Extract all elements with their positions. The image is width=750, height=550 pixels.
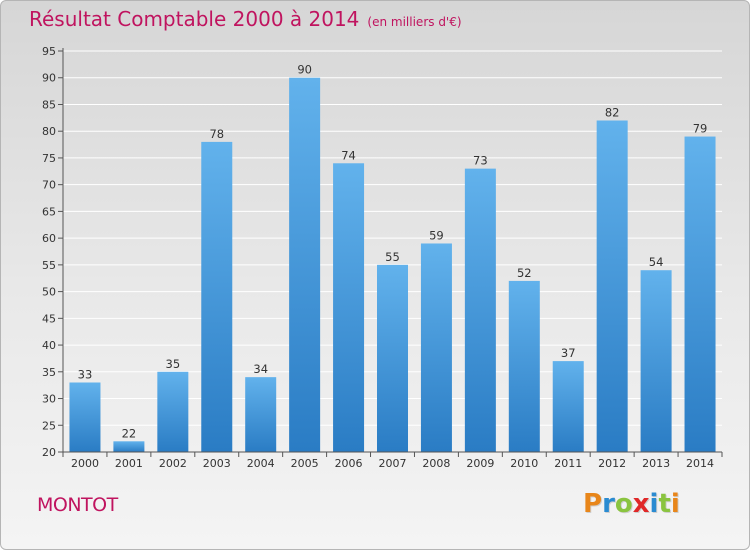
bar-value-label: 74 — [341, 148, 356, 162]
y-tick-label: 30 — [42, 393, 56, 406]
bar-value-label: 73 — [473, 154, 488, 168]
bar — [113, 441, 145, 452]
bar — [69, 382, 101, 452]
logo-letter: o — [614, 489, 633, 519]
x-tick-label: 2002 — [159, 457, 187, 470]
x-tick-label: 2003 — [203, 457, 231, 470]
y-tick-label: 25 — [42, 419, 56, 432]
logo-letter: r — [602, 489, 615, 519]
bar — [245, 377, 277, 452]
y-tick-label: 45 — [42, 312, 56, 325]
bar — [420, 243, 452, 452]
x-tick-label: 2006 — [335, 457, 363, 470]
title-text: Résultat Comptable 2000 à 2014 — [29, 7, 360, 31]
y-tick-label: 20 — [42, 446, 56, 459]
bars: 33 22 35 78 34 90 74 55 59 73 52 37 82 54 79 — [69, 63, 716, 453]
proxiti-logo: Proxiti — [583, 489, 680, 519]
y-tick-label: 80 — [42, 125, 56, 138]
logo-letter: P — [583, 489, 603, 519]
x-tick-label: 2008 — [422, 457, 450, 470]
y-tick-label: 50 — [42, 286, 56, 299]
bar-value-label: 78 — [209, 127, 224, 141]
y-tick-label: 60 — [42, 232, 56, 245]
bar — [201, 141, 233, 453]
bar-value-label: 82 — [605, 106, 620, 120]
logo-letter: x — [632, 489, 650, 519]
bar-value-label: 90 — [297, 63, 312, 77]
chart-subtitle: (en milliers d'€) — [367, 15, 462, 29]
x-tick-label: 2009 — [466, 457, 494, 470]
bar — [596, 120, 628, 453]
bar-value-label: 33 — [78, 367, 93, 381]
logo-letter: i — [670, 489, 680, 519]
bar — [333, 163, 365, 452]
y-axis: 20 25 30 35 40 45 50 55 60 65 70 75 80 85 90 95 — [42, 45, 64, 459]
bar — [684, 136, 716, 452]
bar-value-label: 37 — [561, 346, 576, 360]
place-name: MONTOT — [37, 494, 118, 516]
logo-letter: i — [649, 489, 659, 519]
bar — [464, 168, 496, 453]
y-tick-label: 90 — [42, 72, 56, 85]
x-tick-label: 2014 — [686, 457, 714, 470]
bar-value-label: 55 — [385, 250, 400, 264]
y-tick-label: 55 — [42, 259, 56, 272]
x-tick-label: 2005 — [291, 457, 319, 470]
bar — [640, 270, 672, 452]
y-tick-label: 65 — [42, 205, 56, 218]
bar — [157, 371, 189, 452]
x-tick-label: 2013 — [642, 457, 670, 470]
x-tick-label: 2010 — [510, 457, 538, 470]
y-tick-label: 40 — [42, 339, 56, 352]
x-tick-label: 2007 — [379, 457, 407, 470]
x-tick-label: 2012 — [598, 457, 626, 470]
logo-letter: t — [658, 489, 671, 519]
bar-value-label: 52 — [517, 266, 532, 280]
bar-chart: 20 25 30 35 40 45 50 55 60 65 70 75 80 85 90 95 33 22 35 7… — [42, 45, 723, 470]
y-tick-label: 85 — [42, 98, 56, 111]
x-tick-label: 2000 — [71, 457, 99, 470]
y-tick-label: 75 — [42, 152, 56, 165]
x-tick-label: 2011 — [554, 457, 582, 470]
y-tick-label: 70 — [42, 179, 56, 192]
bar-value-label: 59 — [429, 228, 444, 242]
bar-value-label: 22 — [122, 426, 137, 440]
chart-title: Résultat Comptable 2000 à 2014 (en millie… — [29, 7, 462, 31]
bar — [377, 264, 408, 452]
x-tick-label: 2004 — [247, 457, 275, 470]
bar-value-label: 54 — [649, 255, 664, 269]
bar-value-label: 79 — [693, 122, 708, 136]
bar-value-label: 35 — [166, 357, 181, 371]
bar — [289, 77, 321, 452]
bar — [508, 280, 540, 452]
y-tick-label: 35 — [42, 366, 56, 379]
bar-value-label: 34 — [253, 362, 268, 376]
bar — [552, 361, 584, 452]
x-tick-label: 2001 — [115, 457, 143, 470]
x-axis: 2000 2001 2002 2003 2004 2005 2006 2007 2008 2009… — [62, 451, 723, 470]
y-tick-label: 95 — [42, 45, 56, 58]
